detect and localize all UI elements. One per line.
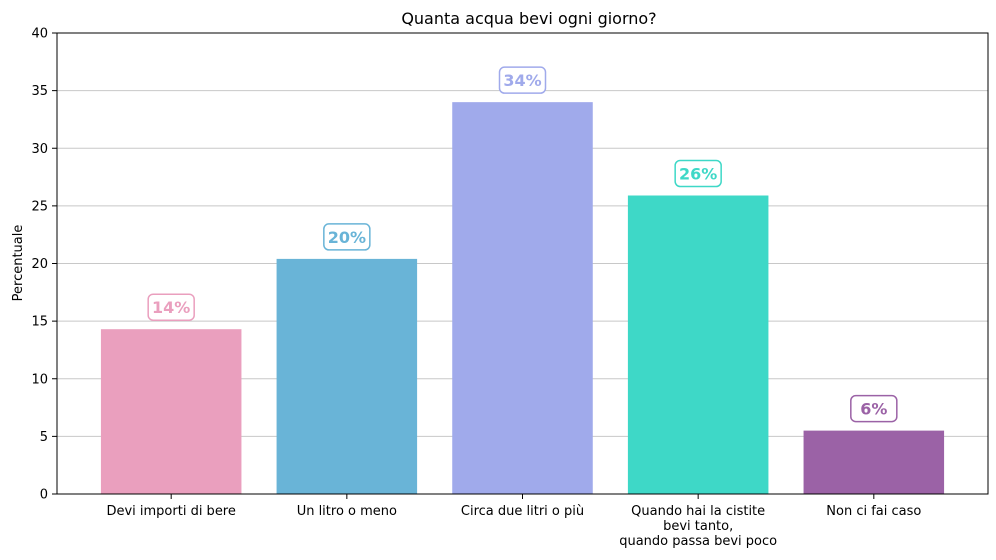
data-label-box: 6% [850, 394, 898, 423]
y-axis-label: Percentuale [11, 225, 26, 302]
x-tick-label: Circa due litri o più [461, 504, 584, 519]
y-axis-ticks: 0 5 10 15 20 25 30 35 40 [31, 27, 57, 503]
data-label: 20% [328, 228, 366, 247]
x-tick-label: Un litro o meno [297, 504, 397, 519]
x-axis-ticks: Devi importi di bere Un litro o meno Circa… [106, 494, 921, 549]
y-tick-label: 40 [31, 27, 48, 42]
y-tick-label: 20 [31, 257, 48, 272]
x-tick-label: quando passa bevi poco [619, 534, 777, 549]
data-label-box: 26% [674, 159, 722, 188]
data-label-frame [674, 159, 722, 188]
y-tick-label: 30 [31, 142, 48, 157]
y-tick-label: 25 [31, 199, 48, 214]
data-label-box: 34% [498, 66, 547, 94]
x-tick-label: Devi importi di bere [106, 504, 235, 519]
y-tick-label: 5 [40, 430, 48, 445]
bar [100, 329, 242, 494]
x-tick-label: Non ci fai caso [826, 504, 921, 519]
data-label: 34% [503, 71, 541, 90]
bar [276, 258, 418, 494]
data-labels: 14% 20% 34% 26% 6% [147, 66, 898, 423]
y-tick-label: 10 [31, 372, 48, 387]
x-tick-label: bevi tanto, [663, 519, 733, 534]
y-tick-label: 35 [31, 84, 48, 99]
data-label: 14% [152, 298, 190, 317]
data-label-frame [498, 66, 547, 94]
y-tick-label: 0 [40, 488, 48, 503]
chart-title: Quanta acqua bevi ogni giorno? [401, 9, 656, 28]
data-label-frame [147, 293, 195, 321]
data-label-frame [850, 394, 898, 423]
x-tick-label: Quando hai la cistite [631, 504, 765, 519]
data-label-box: 20% [323, 223, 371, 251]
data-label: 6% [860, 400, 887, 419]
bar [803, 430, 945, 494]
bar [627, 195, 769, 494]
bars [100, 102, 945, 495]
data-label-box: 14% [147, 293, 195, 321]
data-label-frame [323, 223, 371, 251]
y-tick-label: 15 [31, 315, 48, 330]
data-label: 26% [679, 165, 717, 184]
bar [452, 102, 593, 495]
